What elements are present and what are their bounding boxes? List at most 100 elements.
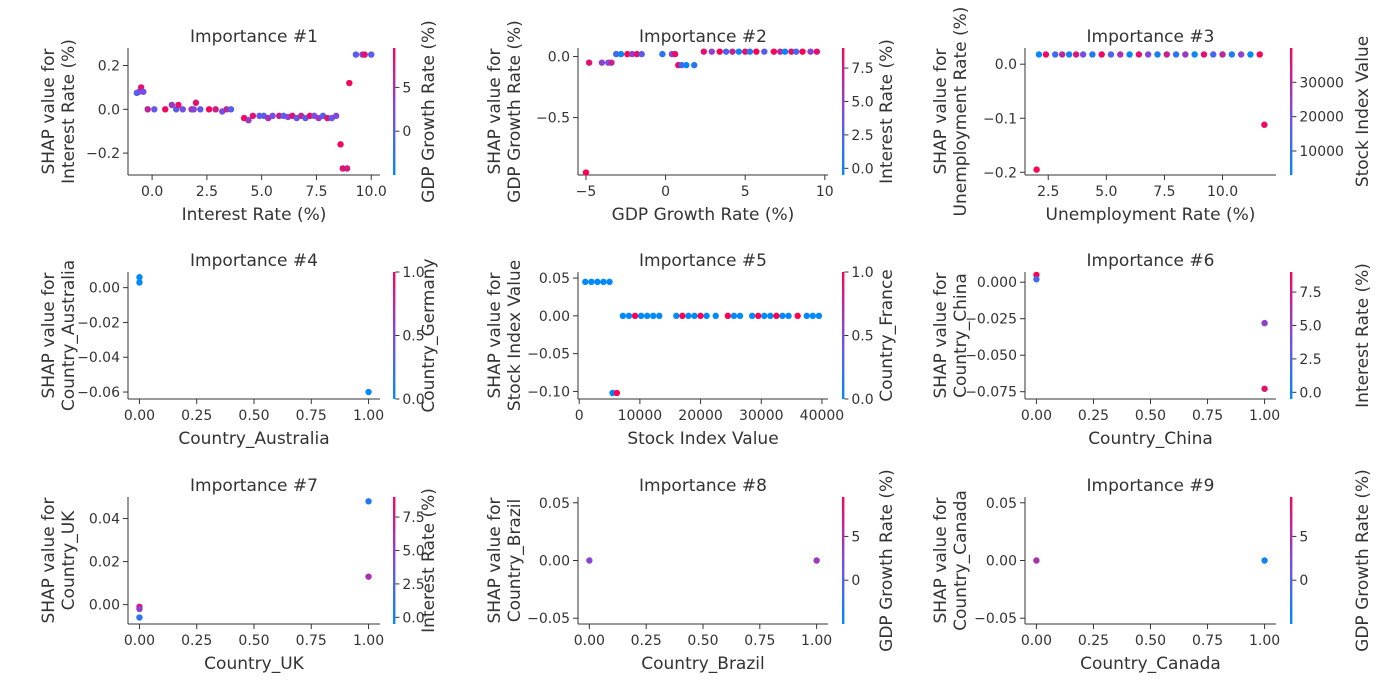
data-point — [588, 278, 595, 286]
data-point — [227, 106, 235, 113]
colorbar-tick-label: 20000 — [1299, 110, 1344, 126]
colorbar-tick-label: 7.5 — [1299, 285, 1321, 301]
colorbar-tick-label: 0.0 — [402, 392, 424, 408]
data-point — [1033, 276, 1040, 283]
colorbar-tick-label: 5 — [851, 529, 860, 545]
data-point — [761, 48, 768, 55]
data-point — [365, 388, 372, 396]
data-point — [1172, 51, 1180, 58]
data-point — [337, 141, 344, 148]
x-tick-label: 10 — [816, 184, 834, 200]
y-axis-label: Country_Australia — [59, 260, 79, 411]
colorbar — [393, 497, 396, 624]
y-tick-label: 0.05 — [539, 271, 570, 287]
y-axis-label: SHAP value for — [485, 48, 505, 174]
y-axis-label: Country_China — [951, 273, 971, 398]
data-point — [365, 498, 372, 505]
data-point — [192, 99, 200, 106]
y-tick-label: 0.00 — [986, 554, 1017, 570]
colorbar-tick-label: 10000 — [1299, 144, 1344, 160]
data-point — [1210, 51, 1217, 58]
data-point — [136, 614, 143, 621]
y-tick-label: −0.02 — [77, 315, 120, 331]
data-point — [633, 50, 641, 58]
data-point — [650, 312, 657, 320]
subplot-2: Importance #2 −5 0 5 10 −0.5 0.0 GDP Growth Rat… — [485, 20, 897, 225]
y-tick-label: −0.10 — [527, 384, 570, 400]
data-point — [585, 59, 593, 66]
x-tick-label: 0.75 — [1192, 633, 1223, 649]
data-point — [735, 48, 743, 55]
x-tick-label: 0.50 — [238, 408, 269, 424]
x-tick-label: 1.00 — [353, 408, 384, 424]
data-point — [748, 312, 756, 320]
data-point — [781, 48, 789, 55]
data-point — [722, 48, 730, 55]
subplot-title: Importance #2 — [639, 27, 767, 47]
subplot-title: Importance #7 — [190, 476, 318, 496]
data-point — [1256, 51, 1263, 58]
colorbar-tick-label: 2.5 — [1299, 352, 1321, 368]
data-point — [678, 61, 685, 69]
data-point — [1200, 51, 1208, 58]
colorbar-tick-label: 5 — [1299, 529, 1308, 545]
y-tick-label: 0.05 — [986, 496, 1017, 512]
data-point — [175, 101, 182, 109]
data-point — [594, 278, 601, 286]
y-tick-label: 0.0 — [548, 50, 570, 66]
data-point — [799, 48, 806, 55]
y-tick-label: 0.00 — [89, 598, 120, 614]
y-tick-label: 0.00 — [539, 309, 570, 325]
y-axis-label: Country_Brazil — [505, 499, 525, 622]
subplot-title: Importance #4 — [190, 251, 318, 271]
data-point — [712, 312, 719, 320]
data-point — [813, 557, 820, 564]
x-axis-label: Interest Rate (%) — [182, 205, 327, 225]
colorbar-tick-label: 0.5 — [851, 329, 873, 345]
data-point — [1154, 51, 1161, 58]
data-point — [586, 557, 593, 564]
data-point — [624, 50, 631, 58]
data-point — [1098, 51, 1105, 58]
data-point — [671, 50, 679, 58]
y-tick-label: −0.075 — [965, 385, 1017, 401]
y-tick-label: −0.05 — [527, 611, 570, 627]
y-tick-label: 0.2 — [98, 59, 120, 75]
colorbar-tick-label: 7.5 — [402, 510, 424, 526]
x-tick-label: 0.50 — [1135, 408, 1166, 424]
colorbar — [1290, 48, 1293, 175]
y-axis-label: Stock Index Value — [505, 260, 525, 411]
colorbar-tick-label: 2.5 — [851, 128, 873, 144]
data-point — [582, 169, 590, 176]
x-axis-label: Country_Canada — [1080, 654, 1221, 674]
data-point — [205, 106, 213, 113]
y-axis-label: SHAP value for — [485, 272, 505, 398]
y-axis-label: Country_Canada — [951, 490, 971, 631]
subplot-8: Importance #80.00 0.25 0.50 0.75 1.00−0.050.… — [485, 469, 897, 674]
x-tick-label: 7.5 — [305, 184, 327, 200]
y-axis-label: Unemployment Rate (%) — [951, 7, 971, 217]
data-point — [741, 48, 749, 55]
x-tick-label: 1.00 — [1249, 633, 1280, 649]
data-point — [761, 312, 768, 320]
data-point — [777, 48, 784, 55]
x-tick-label: 0.75 — [296, 633, 327, 649]
data-point — [1135, 51, 1143, 58]
y-tick-label: −0.2 — [86, 146, 120, 162]
data-point — [606, 278, 613, 286]
data-point — [724, 312, 732, 320]
data-point — [212, 106, 219, 113]
y-axis-label: SHAP value for — [931, 497, 951, 623]
data-point — [1261, 385, 1268, 392]
y-tick-label: −0.5 — [536, 111, 570, 127]
x-tick-label: −5 — [576, 184, 597, 200]
data-point — [746, 48, 754, 55]
y-axis-label: SHAP value for — [39, 497, 59, 623]
data-point — [1144, 51, 1152, 58]
data-point — [1033, 166, 1040, 173]
colorbar-tick-label: 30000 — [1299, 75, 1344, 91]
subplot-6: Importance #6 0.00 0.25 0.50 0.75 1.00 −0.075 −… — [931, 251, 1373, 449]
data-point — [365, 573, 372, 580]
colorbar-label: Country_Germany — [419, 258, 439, 412]
